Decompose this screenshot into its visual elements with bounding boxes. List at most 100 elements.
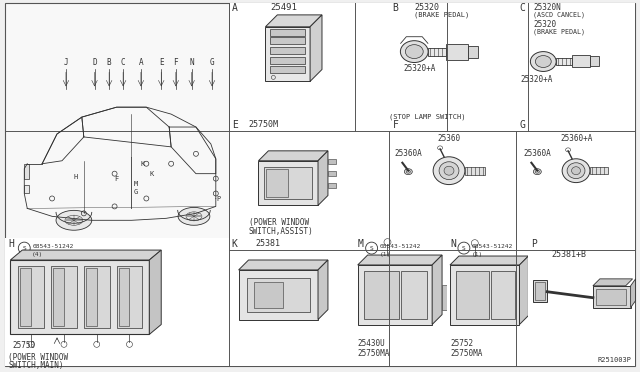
Bar	[590, 55, 599, 67]
Text: (BRAKE PEDAL): (BRAKE PEDAL)	[533, 29, 586, 35]
Bar	[228, 3, 390, 119]
Polygon shape	[358, 255, 442, 265]
Bar	[596, 289, 626, 305]
Text: E: E	[159, 58, 164, 67]
Ellipse shape	[535, 55, 551, 67]
Polygon shape	[593, 279, 632, 286]
Bar	[24, 185, 29, 193]
Bar	[390, 3, 516, 119]
Polygon shape	[239, 260, 328, 270]
Bar	[270, 37, 305, 44]
Bar	[270, 57, 305, 64]
Bar	[535, 282, 545, 300]
Text: C: C	[121, 58, 125, 67]
Text: 25320: 25320	[533, 20, 557, 29]
Bar	[355, 238, 447, 366]
Bar	[533, 280, 547, 302]
Text: S: S	[462, 246, 466, 251]
Bar	[266, 27, 310, 81]
Polygon shape	[149, 250, 161, 334]
Bar	[456, 271, 489, 318]
Bar	[228, 119, 390, 238]
Text: (STOP LAMP SWITCH): (STOP LAMP SWITCH)	[390, 113, 466, 120]
Text: B: B	[107, 58, 111, 67]
Bar	[270, 29, 305, 36]
Polygon shape	[432, 255, 442, 324]
Text: 25750: 25750	[12, 341, 35, 350]
Polygon shape	[450, 256, 529, 265]
Ellipse shape	[439, 162, 459, 180]
Text: 25320+A: 25320+A	[520, 76, 553, 84]
Text: A: A	[139, 58, 143, 67]
Bar	[53, 268, 64, 327]
Bar	[20, 268, 31, 327]
Bar	[19, 266, 44, 328]
Bar	[428, 48, 446, 55]
Bar	[446, 44, 468, 60]
Text: 25381: 25381	[255, 239, 280, 248]
Text: 08543-51242: 08543-51242	[380, 244, 420, 249]
Text: F: F	[392, 120, 398, 130]
Bar	[572, 55, 590, 67]
Text: 25360A: 25360A	[524, 149, 551, 158]
Text: P: P	[216, 196, 221, 202]
Text: (POWER WINDOW: (POWER WINDOW	[248, 218, 308, 227]
Text: G: G	[520, 120, 525, 130]
Bar	[328, 171, 336, 176]
Polygon shape	[266, 15, 322, 27]
Bar	[328, 183, 336, 187]
Bar	[516, 119, 635, 238]
Text: 25320: 25320	[414, 3, 439, 12]
Ellipse shape	[444, 166, 454, 175]
Text: N: N	[189, 58, 194, 67]
Bar	[264, 167, 312, 199]
Text: 25360+A: 25360+A	[560, 134, 593, 143]
Text: 25320+A: 25320+A	[403, 64, 436, 73]
Bar	[270, 67, 305, 73]
Text: H: H	[74, 174, 77, 180]
Ellipse shape	[401, 41, 428, 62]
Text: 25491: 25491	[270, 3, 297, 12]
Text: K: K	[232, 239, 237, 249]
Bar	[516, 3, 635, 119]
Text: SWITCH,MAIN): SWITCH,MAIN)	[8, 361, 64, 370]
Bar	[401, 271, 427, 318]
Bar	[442, 285, 450, 310]
Text: 25752: 25752	[450, 339, 473, 349]
Text: F: F	[173, 58, 178, 67]
Bar	[253, 282, 284, 308]
Ellipse shape	[567, 163, 585, 179]
Bar	[491, 271, 515, 318]
Text: G: G	[210, 58, 214, 67]
Ellipse shape	[178, 208, 210, 225]
Text: B: B	[392, 3, 398, 13]
Polygon shape	[318, 260, 328, 320]
Text: S: S	[22, 246, 26, 251]
Bar	[390, 119, 516, 238]
Text: M: M	[134, 181, 138, 187]
Text: F: F	[115, 176, 119, 182]
Polygon shape	[259, 151, 328, 161]
Bar	[328, 159, 336, 164]
Text: J: J	[63, 58, 68, 67]
Bar	[447, 238, 529, 366]
Text: (POWER WINDOW: (POWER WINDOW	[8, 353, 68, 362]
Text: D: D	[92, 58, 97, 67]
Bar	[116, 266, 142, 328]
Text: (ASCD CANCEL): (ASCD CANCEL)	[533, 12, 586, 18]
Text: (4): (4)	[32, 252, 44, 257]
Bar	[468, 46, 478, 58]
Bar	[529, 288, 535, 310]
Text: 25320N: 25320N	[533, 3, 561, 12]
Ellipse shape	[572, 167, 580, 175]
Bar	[593, 286, 630, 308]
Bar	[465, 167, 484, 175]
Bar	[266, 169, 288, 198]
Text: (1): (1)	[380, 252, 391, 257]
Text: 08543-51242: 08543-51242	[472, 244, 513, 249]
Text: 25360A: 25360A	[394, 149, 422, 158]
Ellipse shape	[56, 211, 92, 230]
Ellipse shape	[433, 157, 465, 185]
Text: 25750MA: 25750MA	[450, 349, 483, 358]
Ellipse shape	[531, 52, 556, 71]
